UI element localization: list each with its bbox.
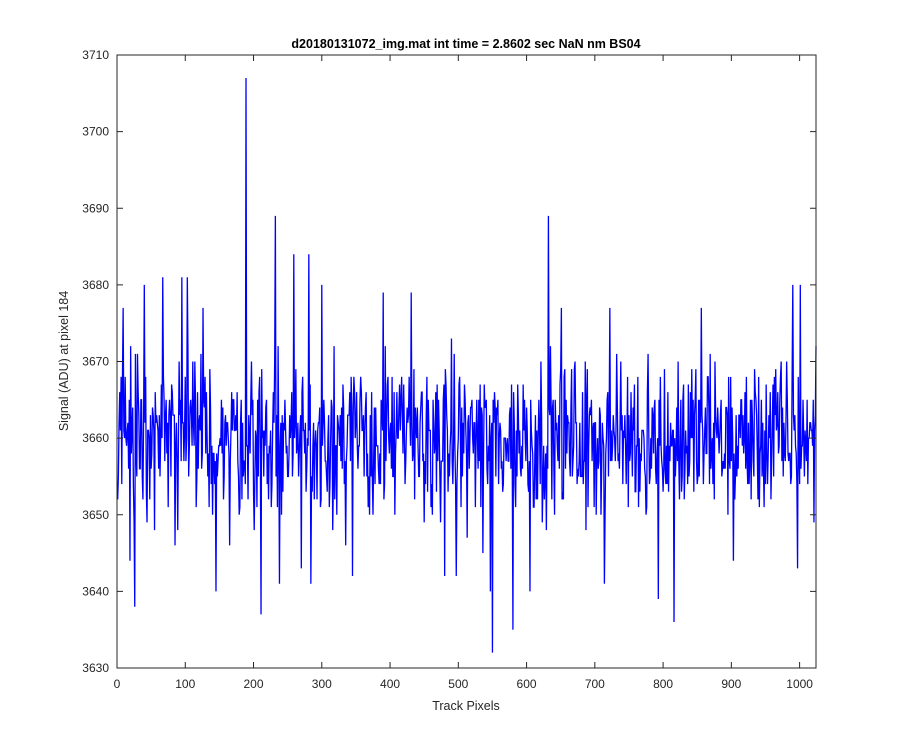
x-axis: 0 100 200 300 400 500 600 700 800 900 1000 [114,55,813,691]
y-axis: 3630 3640 3650 3660 3670 3680 3690 3700 3710 [82,48,816,675]
x-tick-label: 500 [448,677,468,691]
x-tick-label: 300 [312,677,332,691]
y-tick-label: 3640 [82,584,109,598]
y-axis-label: Signal (ADU) at pixel 184 [57,291,71,431]
x-tick-label: 400 [380,677,400,691]
x-tick-label: 200 [244,677,264,691]
y-tick-label: 3650 [82,508,109,522]
y-tick-label: 3680 [82,278,109,292]
plot-background [117,55,816,668]
y-tick-label: 3710 [82,48,109,62]
y-tick-label: 3700 [82,125,109,139]
x-tick-label: 0 [114,677,121,691]
x-tick-label: 800 [653,677,673,691]
x-tick-label: 700 [585,677,605,691]
x-axis-label: Track Pixels [432,699,500,713]
series-group [117,77,817,653]
x-tick-label: 100 [175,677,195,691]
y-tick-label: 3630 [82,661,109,675]
y-tick-label: 3690 [82,201,109,215]
x-tick-label: 1000 [786,677,813,691]
signal-series-line [117,77,817,653]
y-tick-label: 3660 [82,431,109,445]
chart-title: d20180131072_img.mat int time = 2.8602 s… [291,37,640,51]
plot-area [116,54,817,669]
x-tick-label: 600 [517,677,537,691]
x-tick-label: 900 [721,677,741,691]
y-tick-label: 3670 [82,355,109,369]
